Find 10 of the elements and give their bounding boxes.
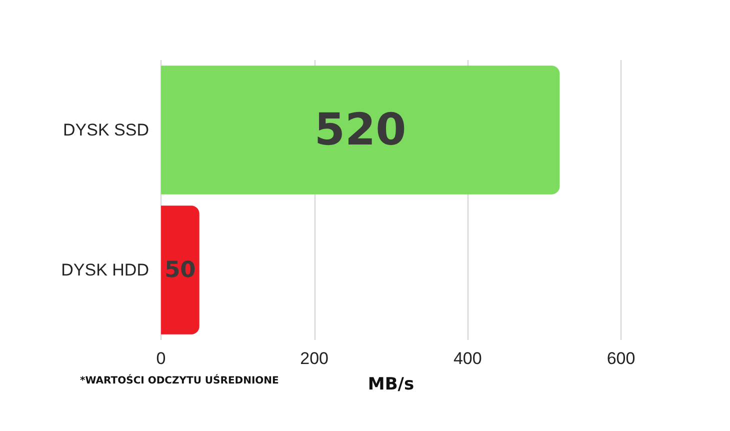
data-label: 520 [314, 104, 406, 156]
x-tick-label: 600 [606, 349, 636, 368]
text: *WARTOŚCI ODCZYTU UŚREDNIONE [80, 374, 280, 386]
data-label: 50 [164, 257, 196, 283]
x-axis-title: MB/s [368, 374, 414, 394]
y-tick-label: DYSK SSD [63, 120, 149, 140]
x-tick-label: 200 [300, 349, 329, 368]
x-tick-label: 0 [156, 349, 166, 368]
x-tick-label: 400 [453, 349, 482, 368]
y-tick-label: DYSK HDD [61, 260, 149, 280]
